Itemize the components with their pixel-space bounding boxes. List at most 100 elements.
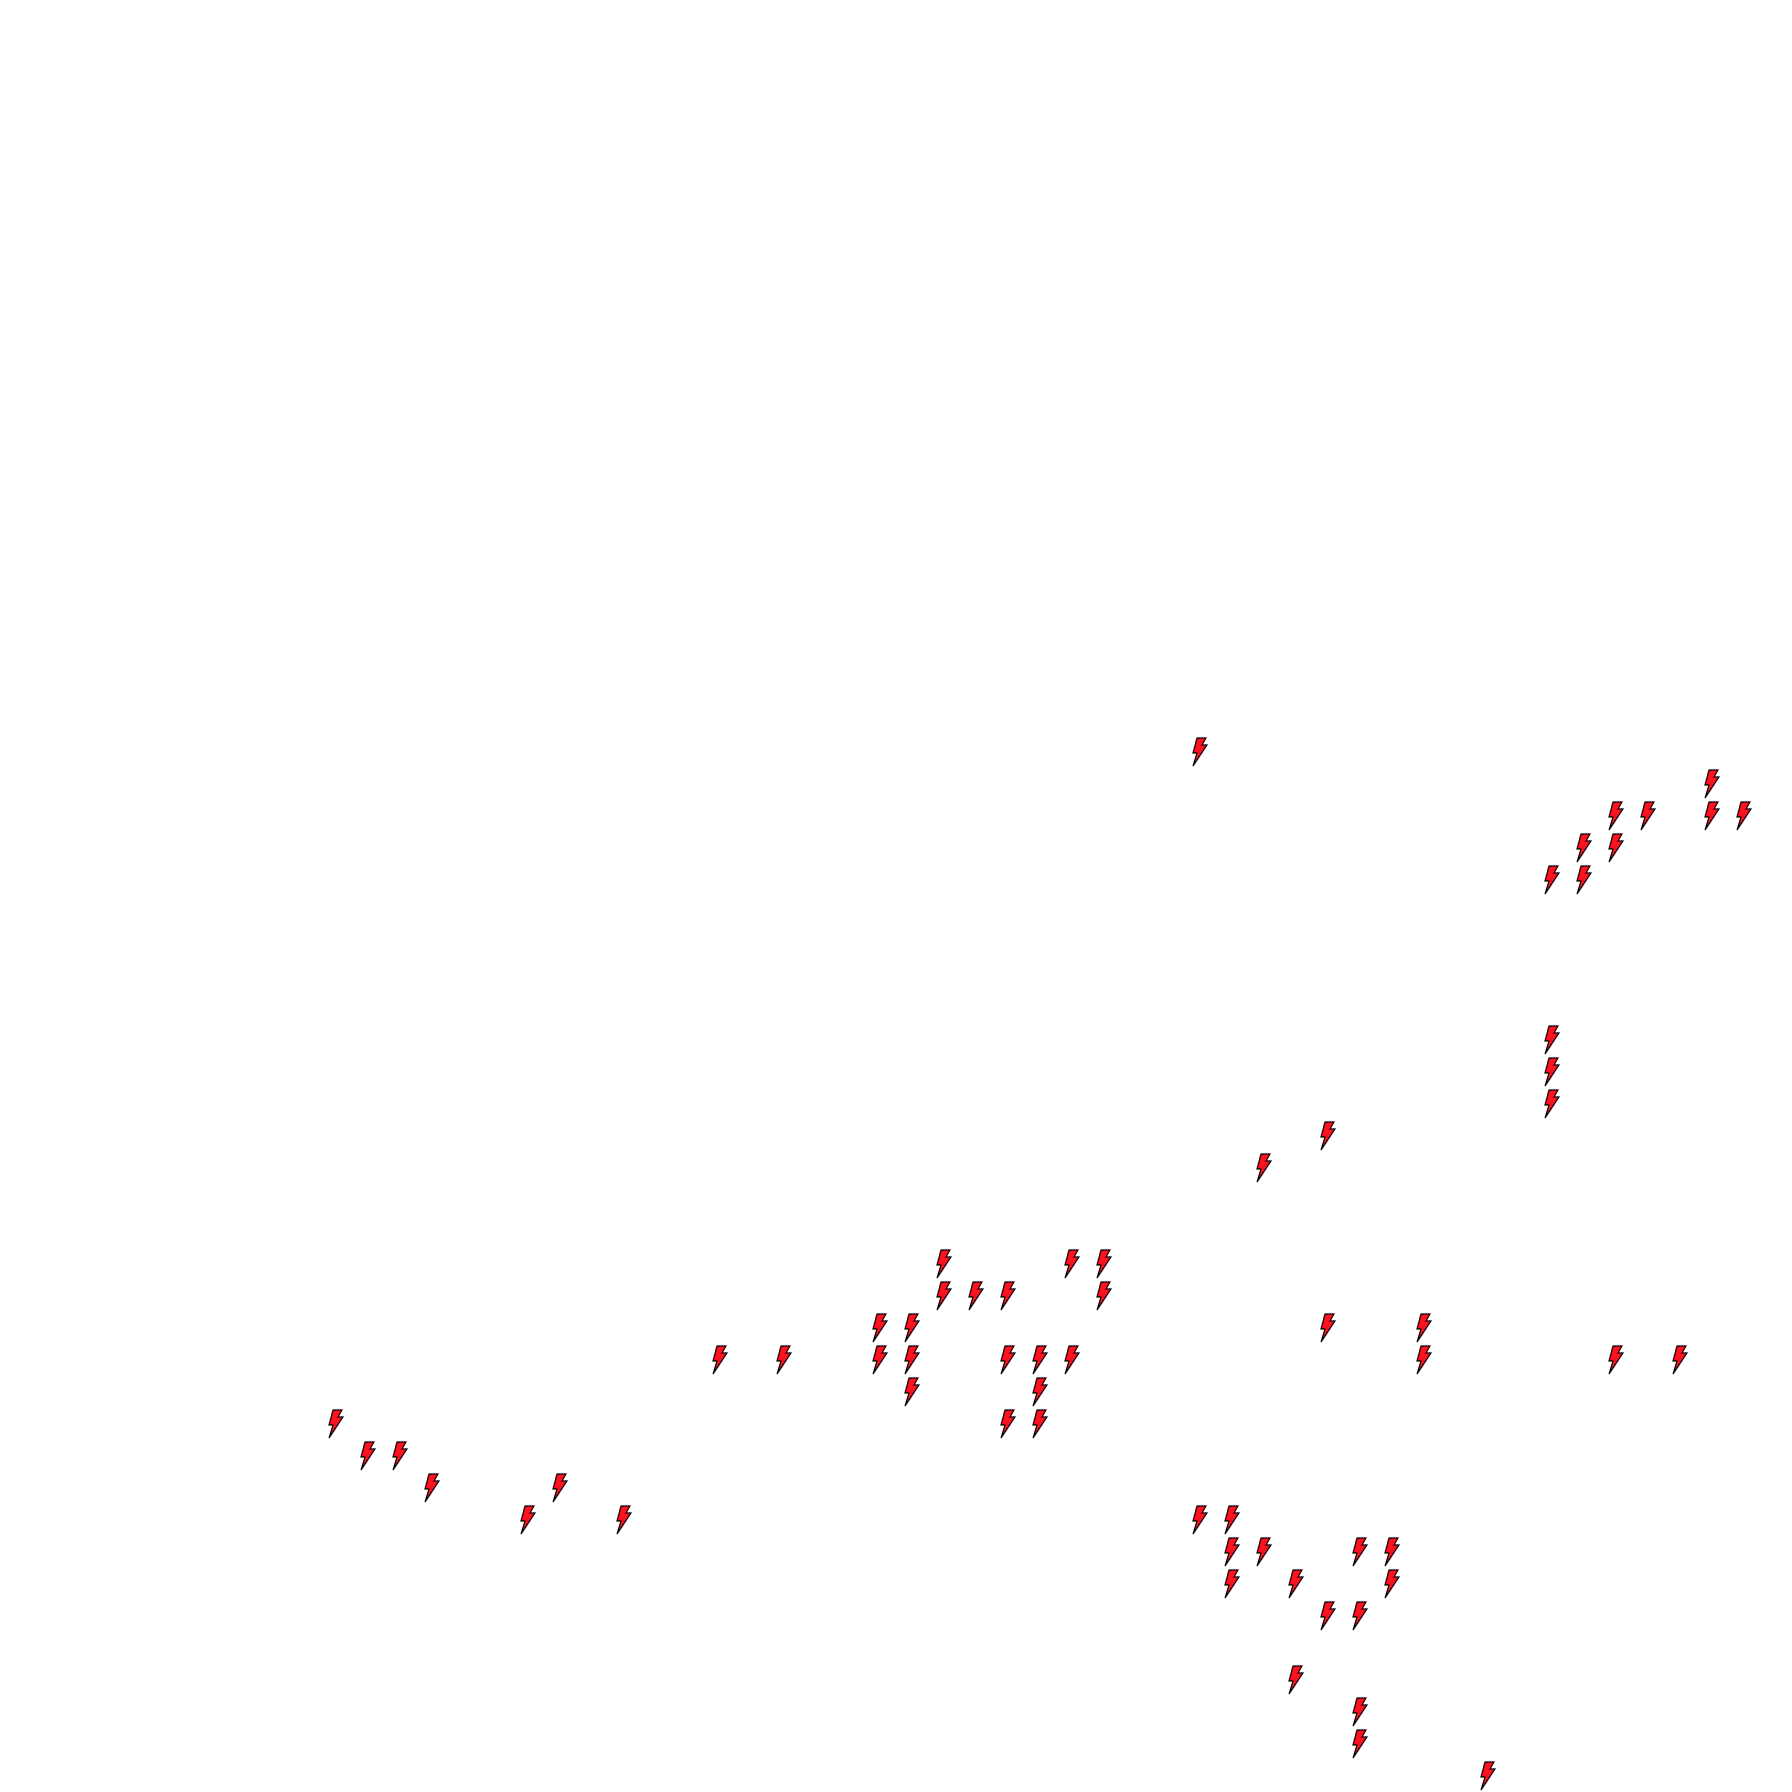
lightning-bolt-icon bbox=[1576, 833, 1593, 863]
lightning-bolt-icon bbox=[520, 1505, 537, 1535]
lightning-bolt-shape bbox=[904, 1377, 921, 1407]
lightning-bolt-icon bbox=[616, 1505, 633, 1535]
lightning-bolt-shape bbox=[1704, 801, 1721, 831]
lightning-bolt-shape bbox=[1000, 1345, 1017, 1375]
lightning-bolt-shape bbox=[1320, 1313, 1337, 1343]
lightning-bolt-icon bbox=[1352, 1697, 1369, 1727]
lightning-bolt-shape bbox=[1384, 1569, 1401, 1599]
lightning-bolt-icon bbox=[1544, 865, 1561, 895]
lightning-bolt-shape bbox=[1352, 1537, 1369, 1567]
lightning-bolt-icon bbox=[1224, 1505, 1241, 1535]
lightning-bolt-shape bbox=[328, 1409, 345, 1439]
lightning-bolt-icon bbox=[1480, 1761, 1497, 1791]
lightning-bolt-shape bbox=[904, 1345, 921, 1375]
lightning-bolt-shape bbox=[1288, 1569, 1305, 1599]
lightning-bolt-icon bbox=[1416, 1345, 1433, 1375]
lightning-bolt-shape bbox=[872, 1345, 889, 1375]
lightning-bolt-shape bbox=[616, 1505, 633, 1535]
lightning-bolt-icon bbox=[904, 1313, 921, 1343]
lightning-bolt-icon bbox=[360, 1441, 377, 1471]
lightning-bolt-shape bbox=[1352, 1729, 1369, 1759]
lightning-bolt-shape bbox=[1064, 1345, 1081, 1375]
lightning-bolt-shape bbox=[1640, 801, 1657, 831]
lightning-bolt-icon bbox=[552, 1473, 569, 1503]
lightning-bolt-icon bbox=[1608, 1345, 1625, 1375]
lightning-bolt-shape bbox=[968, 1281, 985, 1311]
lightning-bolt-shape bbox=[1352, 1601, 1369, 1631]
lightning-bolt-icon bbox=[392, 1441, 409, 1471]
lightning-bolt-icon bbox=[1352, 1537, 1369, 1567]
lightning-bolt-shape bbox=[1192, 737, 1209, 767]
lightning-bolt-icon bbox=[1000, 1409, 1017, 1439]
lightning-bolt-shape bbox=[1032, 1377, 1049, 1407]
lightning-bolt-shape bbox=[872, 1313, 889, 1343]
lightning-bolt-shape bbox=[1544, 1089, 1561, 1119]
lightning-bolt-icon bbox=[1000, 1281, 1017, 1311]
lightning-bolt-shape bbox=[1320, 1601, 1337, 1631]
lightning-bolt-shape bbox=[1224, 1505, 1241, 1535]
lightning-bolt-icon bbox=[1000, 1345, 1017, 1375]
lightning-bolt-shape bbox=[1320, 1121, 1337, 1151]
lightning-bolt-icon bbox=[1256, 1153, 1273, 1183]
lightning-bolt-shape bbox=[424, 1473, 441, 1503]
lightning-bolt-icon bbox=[904, 1377, 921, 1407]
lightning-bolt-icon bbox=[1320, 1121, 1337, 1151]
lightning-bolt-icon bbox=[1384, 1569, 1401, 1599]
lightning-bolt-icon bbox=[968, 1281, 985, 1311]
lightning-bolt-shape bbox=[1096, 1249, 1113, 1279]
lightning-bolt-icon bbox=[872, 1345, 889, 1375]
lightning-bolt-shape bbox=[904, 1313, 921, 1343]
lightning-bolt-shape bbox=[1416, 1313, 1433, 1343]
lightning-bolt-icon bbox=[1224, 1569, 1241, 1599]
lightning-bolt-shape bbox=[1576, 833, 1593, 863]
lightning-bolt-icon bbox=[1224, 1537, 1241, 1567]
lightning-bolt-icon bbox=[1544, 1025, 1561, 1055]
lightning-bolt-shape bbox=[1224, 1569, 1241, 1599]
lightning-bolt-shape bbox=[1704, 769, 1721, 799]
lightning-bolt-icon bbox=[1320, 1601, 1337, 1631]
lightning-bolt-shape bbox=[1000, 1409, 1017, 1439]
lightning-bolt-shape bbox=[1544, 1025, 1561, 1055]
lightning-bolt-shape bbox=[520, 1505, 537, 1535]
lightning-bolt-shape bbox=[1256, 1153, 1273, 1183]
lightning-bolt-shape bbox=[1096, 1281, 1113, 1311]
lightning-bolt-icon bbox=[1608, 833, 1625, 863]
lightning-bolt-shape bbox=[1192, 1505, 1209, 1535]
lightning-bolt-icon bbox=[1608, 801, 1625, 831]
lightning-bolt-icon bbox=[1288, 1569, 1305, 1599]
lightning-bolt-icon bbox=[1672, 1345, 1689, 1375]
lightning-bolt-icon bbox=[1544, 1057, 1561, 1087]
lightning-bolt-shape bbox=[1384, 1537, 1401, 1567]
lightning-bolt-icon bbox=[1192, 1505, 1209, 1535]
lightning-bolt-icon bbox=[904, 1345, 921, 1375]
lightning-bolt-icon bbox=[1576, 865, 1593, 895]
lightning-bolt-icon bbox=[328, 1409, 345, 1439]
lightning-bolt-shape bbox=[712, 1345, 729, 1375]
lightning-bolt-icon bbox=[1032, 1409, 1049, 1439]
lightning-bolt-shape bbox=[1256, 1537, 1273, 1567]
lightning-bolt-shape bbox=[776, 1345, 793, 1375]
lightning-bolt-icon bbox=[712, 1345, 729, 1375]
lightning-bolt-icon bbox=[1192, 737, 1209, 767]
lightning-bolt-shape bbox=[1000, 1281, 1017, 1311]
lightning-bolt-shape bbox=[1736, 801, 1753, 831]
lightning-bolt-shape bbox=[552, 1473, 569, 1503]
lightning-bolt-icon bbox=[1096, 1281, 1113, 1311]
lightning-bolt-shape bbox=[1672, 1345, 1689, 1375]
lightning-bolt-shape bbox=[1608, 1345, 1625, 1375]
lightning-bolt-shape bbox=[1224, 1537, 1241, 1567]
lightning-bolt-shape bbox=[936, 1249, 953, 1279]
lightning-bolt-icon bbox=[1064, 1345, 1081, 1375]
lightning-bolt-shape bbox=[1352, 1697, 1369, 1727]
lightning-bolt-icon bbox=[1704, 769, 1721, 799]
lightning-bolt-shape bbox=[1288, 1665, 1305, 1695]
lightning-bolt-shape bbox=[1064, 1249, 1081, 1279]
lightning-bolt-icon bbox=[1736, 801, 1753, 831]
lightning-bolt-icon bbox=[936, 1281, 953, 1311]
lightning-bolt-icon bbox=[424, 1473, 441, 1503]
lightning-bolt-shape bbox=[1544, 865, 1561, 895]
lightning-bolt-icon bbox=[1256, 1537, 1273, 1567]
lightning-bolt-icon bbox=[1320, 1313, 1337, 1343]
lightning-bolt-shape bbox=[1608, 833, 1625, 863]
lightning-bolt-shape bbox=[360, 1441, 377, 1471]
